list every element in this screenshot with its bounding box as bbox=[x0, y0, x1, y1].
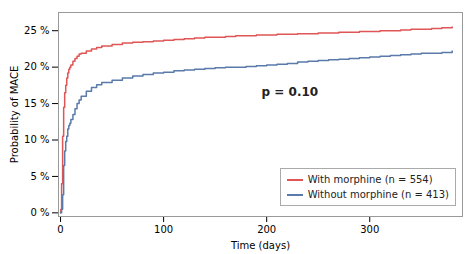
svg-text:300: 300 bbox=[360, 224, 379, 235]
svg-text:0 %: 0 % bbox=[30, 207, 49, 218]
svg-text:Time (days): Time (days) bbox=[230, 240, 290, 251]
svg-text:200: 200 bbox=[257, 224, 276, 235]
svg-text:10 %: 10 % bbox=[24, 134, 49, 145]
svg-text:15 %: 15 % bbox=[24, 98, 49, 109]
svg-text:25 %: 25 % bbox=[24, 25, 49, 36]
html-text:With morphine (n = 554): With morphine (n = 554) bbox=[307, 174, 433, 185]
svg-text:p = 0.10: p = 0.10 bbox=[262, 85, 319, 99]
svg-text:Probability of MACE: Probability of MACE bbox=[9, 66, 20, 163]
svg-text:5 %: 5 % bbox=[30, 171, 49, 182]
svg-text:20 %: 20 % bbox=[24, 61, 49, 72]
svg-text:100: 100 bbox=[154, 224, 173, 235]
svg-text:0: 0 bbox=[57, 224, 63, 235]
html-text:Without morphine (n = 413): Without morphine (n = 413) bbox=[307, 189, 449, 200]
